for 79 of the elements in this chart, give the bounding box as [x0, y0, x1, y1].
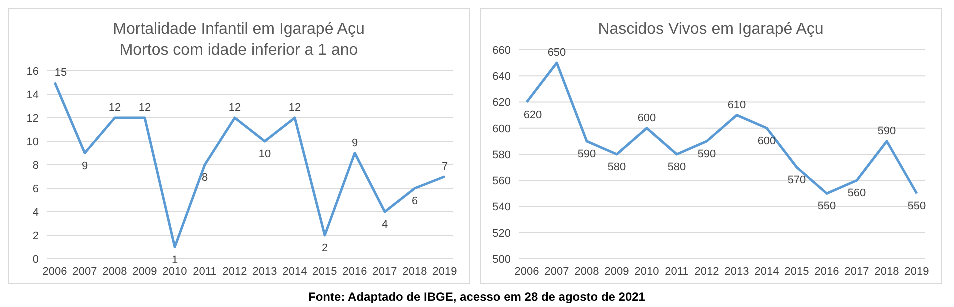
- data-label: 8: [202, 172, 208, 184]
- y-tick-label: 580: [492, 149, 511, 162]
- data-label: 580: [608, 162, 626, 174]
- x-tick-label: 2010: [634, 266, 660, 278]
- y-tick-label: 2: [32, 230, 39, 242]
- data-label: 9: [82, 160, 88, 172]
- y-tick-label: 640: [492, 71, 511, 84]
- x-tick-label: 2011: [193, 266, 217, 278]
- x-tick-label: 2013: [252, 266, 278, 278]
- data-label: 590: [878, 125, 896, 138]
- data-label: 610: [728, 99, 746, 112]
- data-label: 9: [352, 137, 358, 150]
- y-tick-label: 8: [32, 160, 39, 172]
- x-tick-label: 2008: [102, 266, 128, 278]
- data-label: 1: [172, 254, 178, 266]
- data-label: 550: [908, 200, 926, 213]
- x-tick-label: 2017: [372, 266, 398, 278]
- x-tick-label: 2007: [72, 266, 98, 278]
- x-tick-label: 2010: [162, 266, 188, 278]
- y-tick-label: 600: [492, 123, 511, 136]
- data-label: 550: [818, 200, 836, 213]
- data-label: 560: [848, 188, 866, 200]
- x-tick-label: 2017: [844, 266, 870, 278]
- data-label: 570: [788, 174, 806, 187]
- x-tick-label: 2009: [604, 266, 630, 278]
- line-series: [526, 62, 918, 195]
- y-tick-label: 660: [492, 44, 511, 57]
- y-tick-label: 560: [492, 176, 511, 188]
- x-tick-label: 2019: [904, 266, 930, 278]
- y-tick-label: 520: [492, 228, 511, 240]
- x-tick-label: 2006: [514, 266, 540, 278]
- data-label: 6: [412, 196, 418, 208]
- x-tick-label: 2018: [874, 266, 900, 278]
- data-label: 12: [108, 102, 122, 114]
- data-label: 12: [138, 102, 152, 114]
- x-tick-label: 2012: [694, 266, 720, 278]
- x-tick-label: 2007: [544, 266, 570, 278]
- y-tick-label: 0: [32, 254, 39, 266]
- x-tick-label: 2014: [754, 266, 780, 278]
- x-tick-label: 2015: [312, 266, 338, 278]
- y-tick-label: 10: [26, 136, 39, 148]
- x-tick-label: 2018: [402, 266, 428, 278]
- y-tick-label: 16: [26, 66, 39, 78]
- y-tick-label: 500: [492, 254, 511, 266]
- data-label: 590: [578, 148, 596, 160]
- data-label: 600: [638, 112, 656, 124]
- x-tick-label: 2014: [282, 266, 308, 278]
- data-label: 4: [382, 219, 388, 231]
- data-label: 600: [758, 135, 776, 148]
- data-label: 590: [698, 148, 716, 160]
- chart-title: Nascidos Vivos em Igarapé Açu: [597, 20, 825, 40]
- chart-title: Mortalidade Infantil em Igarapé Açu: [112, 20, 366, 40]
- data-label: 2: [322, 242, 328, 254]
- y-tick-label: 4: [32, 206, 39, 219]
- y-tick-label: 540: [492, 202, 511, 214]
- x-tick-label: 2008: [574, 266, 600, 278]
- y-tick-label: 6: [32, 183, 39, 196]
- data-label: 7: [442, 160, 448, 173]
- data-label: 12: [228, 102, 242, 114]
- x-tick-label: 2011: [665, 266, 689, 278]
- data-label: 580: [668, 162, 686, 174]
- source-note: Fonte: Adaptado de IBGE, acesso em 28 de agosto de 2021: [308, 290, 646, 304]
- x-tick-label: 2006: [42, 266, 68, 278]
- x-tick-label: 2019: [432, 266, 458, 278]
- x-tick-label: 2015: [784, 266, 810, 278]
- data-label: 10: [258, 148, 272, 160]
- y-tick-label: 620: [492, 97, 511, 110]
- x-tick-label: 2016: [342, 266, 368, 278]
- data-label: 650: [548, 47, 566, 60]
- data-label: 620: [524, 109, 542, 122]
- y-tick-label: 14: [26, 89, 39, 102]
- chart-subtitle: Mortos com idade inferior a 1 ano: [118, 41, 360, 61]
- x-tick-label: 2012: [222, 266, 248, 278]
- x-tick-label: 2016: [814, 266, 840, 278]
- x-tick-label: 2009: [132, 266, 158, 278]
- data-label: 12: [288, 102, 302, 114]
- x-tick-label: 2013: [724, 266, 750, 278]
- y-tick-label: 12: [26, 112, 39, 125]
- data-label: 15: [54, 66, 68, 79]
